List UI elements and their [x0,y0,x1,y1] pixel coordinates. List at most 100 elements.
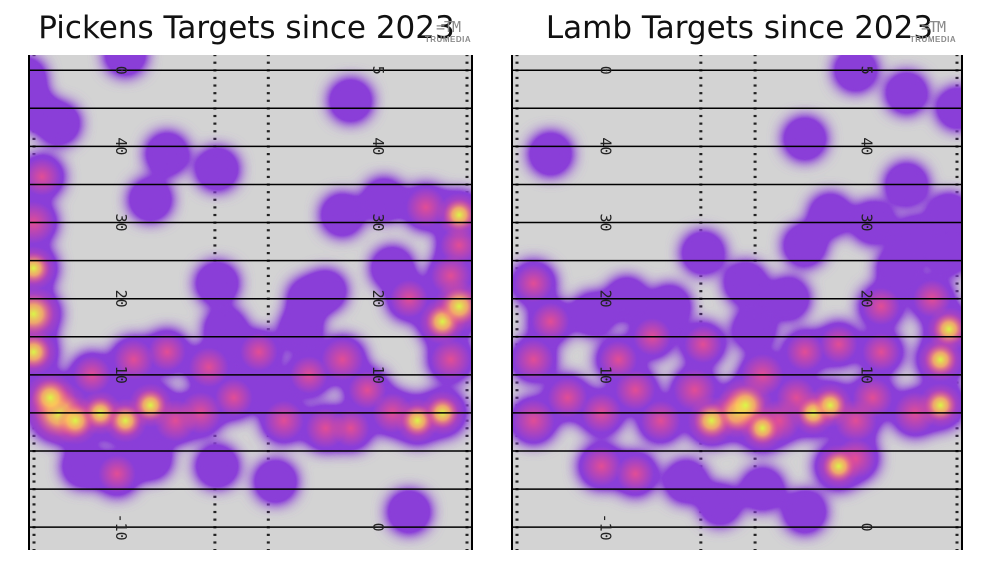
hash-mark [955,84,959,87]
hash-mark [266,229,270,232]
yard-number: 20 [857,290,875,308]
hash-mark [32,480,36,483]
hash-mark [213,213,217,217]
hash-mark [32,244,36,247]
hash-mark [213,312,217,316]
hash-mark [515,495,519,498]
yard-number: 10 [112,366,130,384]
target-density [374,250,411,287]
hash-mark [955,55,959,57]
hash-mark [515,130,519,133]
hash-mark [699,168,703,171]
hash-mark [515,343,519,346]
hash-mark [515,381,519,384]
hash-mark [213,252,217,255]
hash-mark [266,442,270,445]
hash-mark [213,549,217,550]
hash-mark [266,191,270,194]
target-density [324,196,361,234]
hash-mark [32,55,36,57]
hash-mark [213,495,217,498]
hash-mark [515,229,519,232]
hash-mark [32,472,36,476]
hash-mark [955,389,959,392]
hash-mark [465,396,469,399]
hash-mark [955,434,959,437]
target-hotspot [924,389,957,422]
target-density [651,288,688,325]
hash-mark [699,114,703,118]
hash-mark [266,503,270,506]
hash-mark [465,92,469,95]
target-warm [862,287,900,326]
target-density [786,493,824,531]
hash-mark [515,533,519,536]
yard-number: 10 [596,366,614,384]
hash-mark [699,465,703,468]
hash-mark [753,236,757,239]
target-density [837,55,874,89]
hash-mark [465,137,469,140]
hash-mark [465,160,469,163]
hash-mark [955,130,959,133]
hash-mark [753,76,757,80]
hash-mark [753,252,757,255]
hash-mark [955,61,959,64]
hash-mark [465,549,469,550]
hash-mark [32,518,36,521]
target-density [132,181,169,218]
hash-mark [955,191,959,194]
hash-mark [699,442,703,445]
target-density [107,55,143,73]
hash-mark [213,92,217,95]
hash-mark [515,480,519,483]
target-warm [512,399,555,442]
hash-mark [753,55,757,57]
yard-numbers: -10 10 20 30 40 0 0 10 20 30 40 5 [596,66,875,541]
hash-mark [699,533,703,536]
yard-number: 30 [596,214,614,232]
brand-mark: =TM [920,18,946,36]
hash-mark [266,244,270,247]
yard-number: 0 [596,66,614,75]
hash-mark [465,495,469,498]
hash-mark [32,198,36,201]
hash-mark [955,290,959,293]
hash-mark [213,114,217,118]
hash-mark [699,518,703,521]
target-warm [405,187,446,228]
trumedia-logo: =TM TRUMEDIA [418,20,478,45]
hash-mark [266,55,270,57]
hash-mark [753,191,757,194]
hash-mark [515,305,519,308]
hash-mark [465,343,469,346]
hash-mark [753,229,757,232]
target-hotspot [822,450,855,483]
yard-number: 30 [112,214,130,232]
hash-mark [465,99,469,102]
yard-number: 5 [369,66,387,75]
yard-number: 40 [857,137,875,155]
hash-mark [266,282,270,285]
hash-mark [699,206,703,209]
hash-mark [955,442,959,445]
hash-mark [753,198,757,201]
hash-mark [515,389,519,392]
hash-mark [213,518,217,521]
hash-mark [266,274,270,278]
target-warm [640,400,681,441]
hash-mark [753,168,757,171]
hash-mark [213,61,217,64]
hash-mark [753,549,757,550]
hash-mark [266,549,270,550]
hash-mark [266,518,270,521]
hash-mark [515,61,519,64]
hash-mark [515,434,519,437]
target-density [812,196,849,234]
hash-mark [955,472,959,476]
hash-mark [266,206,270,209]
hash-mark [955,457,959,460]
heatmap-field: -10 10 20 30 40 0 0 10 20 30 40 5 [511,55,963,550]
hash-mark [515,518,519,521]
hash-mark [266,114,270,118]
